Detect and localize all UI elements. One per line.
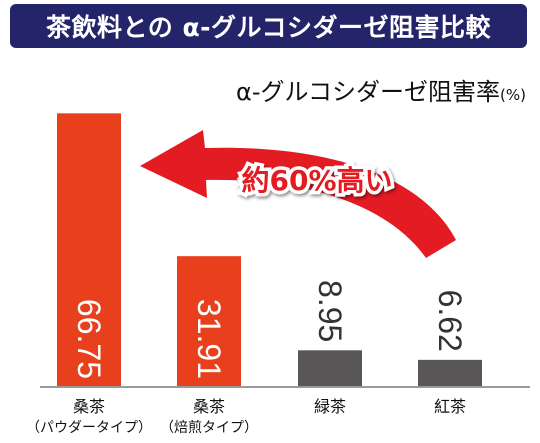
category-label-1: 桑茶 (73, 397, 105, 416)
y-axis-label: α-グルコシダーゼ阻害率(%) (236, 72, 526, 107)
chart-title: 茶飲料との α-グルコシダーゼ阻害比較 (10, 4, 527, 48)
comparison-arrow (140, 130, 456, 258)
bar-4 (418, 359, 482, 387)
comparison-callout: 約60%高い (241, 164, 392, 197)
value-label-3: 8.95 (312, 280, 348, 342)
bar-2 (177, 256, 241, 387)
category-sublabel-2: （焙煎タイプ） (160, 420, 258, 436)
bar-1 (57, 113, 121, 387)
category-label-2: 桑茶 (193, 397, 225, 416)
category-sublabel-1: （パウダータイプ） (26, 420, 152, 436)
y-axis-label-text: α-グルコシダーゼ阻害率 (236, 78, 501, 106)
value-label-1: 66.75 (71, 299, 107, 379)
bar-3 (298, 350, 362, 387)
curved-arrow-shape (140, 130, 456, 258)
value-label-2: 31.91 (191, 299, 227, 379)
category-label-3: 緑茶 (314, 397, 346, 416)
y-axis-unit: (%) (500, 86, 526, 104)
bars-layer: 66.75 31.91 8.95 6.62 (57, 113, 482, 387)
value-label-4: 6.62 (432, 290, 468, 352)
category-labels-layer: 桑茶 （パウダータイプ） 桑茶 （焙煎タイプ） 緑茶 紅茶 (26, 397, 466, 436)
category-label-4: 紅茶 (434, 397, 466, 416)
